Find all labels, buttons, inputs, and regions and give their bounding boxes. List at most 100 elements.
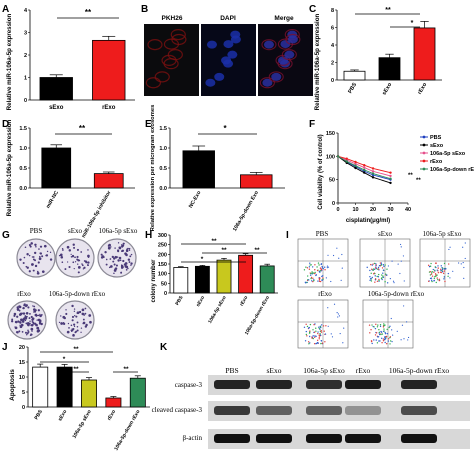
flow-event (443, 278, 445, 280)
colony (77, 259, 80, 262)
flow-event (384, 331, 386, 334)
colony (31, 317, 35, 320)
flow-event (373, 339, 375, 341)
colony (127, 247, 129, 250)
flow-event (391, 329, 393, 331)
colony (65, 312, 68, 316)
flow-event (322, 278, 324, 280)
panel-h-ylabel: colony number (151, 259, 157, 303)
colony (83, 266, 86, 269)
panel-f-point (345, 160, 348, 163)
flow-event (316, 269, 319, 272)
flow-event (308, 343, 310, 345)
colony (72, 334, 75, 337)
colony (119, 259, 122, 262)
flow-event (340, 279, 342, 281)
panelA-ytick-label: 0 (24, 98, 27, 104)
panelH-category-label: sExo (195, 295, 206, 308)
colony (66, 330, 70, 334)
flow-event (440, 265, 442, 267)
flow-event (429, 271, 431, 273)
colony (16, 306, 19, 309)
panel-f-point (389, 171, 392, 174)
panelJ-bar (32, 366, 49, 408)
colony (18, 313, 22, 316)
colony (125, 249, 129, 252)
panelA-ytick-label: 4 (24, 8, 28, 14)
colony (127, 258, 131, 261)
flow-event (386, 332, 389, 335)
colony (75, 330, 78, 333)
flow-event (336, 247, 338, 249)
flow-event (322, 277, 324, 279)
colony (121, 265, 124, 269)
panel-h-sig-3: * (201, 256, 204, 263)
panelH-bar (216, 259, 232, 294)
pkh26-cell (161, 54, 177, 66)
colony (112, 260, 115, 263)
flow-event (320, 330, 322, 332)
legend-label: rExo (430, 159, 443, 165)
flow-event (318, 264, 320, 266)
flow-event (407, 336, 410, 339)
colony (37, 314, 40, 317)
colony (68, 327, 70, 329)
flow-event (318, 326, 320, 328)
flow-event (375, 263, 377, 265)
colony (32, 269, 35, 272)
flow-event (313, 343, 316, 345)
flow-event (371, 276, 373, 279)
flow-event (387, 338, 390, 340)
colony (124, 262, 128, 265)
panel-a: Relative miR-106a-5p expression ** 0 1 2 3 4… (6, 8, 135, 111)
colony (39, 255, 41, 258)
colony (21, 331, 24, 333)
merge-nucleus (280, 40, 291, 49)
flow-event (445, 268, 447, 270)
colony (15, 321, 18, 324)
flow-event (378, 264, 381, 267)
colony (22, 312, 24, 315)
blot-band (345, 406, 381, 415)
colony (17, 309, 19, 312)
colony (34, 309, 37, 312)
panel-letter-c: C (309, 4, 316, 15)
flow-event (382, 339, 385, 342)
flow-event (341, 267, 343, 269)
flow-event (371, 324, 373, 326)
panel-g: PBS sExo 106a-5p sExo rExo 106a-5p-down … (7, 227, 138, 340)
colony (33, 251, 37, 255)
flow-event (374, 327, 377, 330)
flow-event (438, 278, 441, 280)
panelD-ytick-label: 1.5 (19, 126, 27, 132)
flow-event (435, 281, 437, 284)
flow-event (434, 262, 437, 264)
colony (58, 254, 61, 257)
flow-event (306, 325, 309, 328)
flow-event (390, 317, 392, 320)
flow-event (370, 263, 372, 266)
flow-event (436, 274, 438, 276)
colony (73, 325, 76, 328)
flow-event (317, 331, 319, 333)
colony (74, 315, 76, 317)
flow-event (313, 279, 315, 282)
panelE-bar (240, 174, 273, 189)
flow-event (319, 277, 321, 279)
colony (62, 249, 64, 251)
legend-marker (422, 143, 426, 147)
colony (36, 270, 39, 273)
panelE-ytick-label: 1.0 (159, 146, 167, 152)
flow-event (431, 272, 433, 274)
flow-event (433, 277, 436, 280)
panel-a-sig: ** (85, 8, 92, 17)
flow-event (305, 323, 307, 326)
flow-event (382, 272, 384, 274)
colony (77, 265, 81, 269)
flow-event (307, 341, 310, 343)
flow-event (386, 274, 388, 276)
flow-event (402, 255, 405, 257)
flow-event (384, 281, 386, 283)
colony (35, 245, 37, 248)
flow-event (434, 275, 436, 278)
